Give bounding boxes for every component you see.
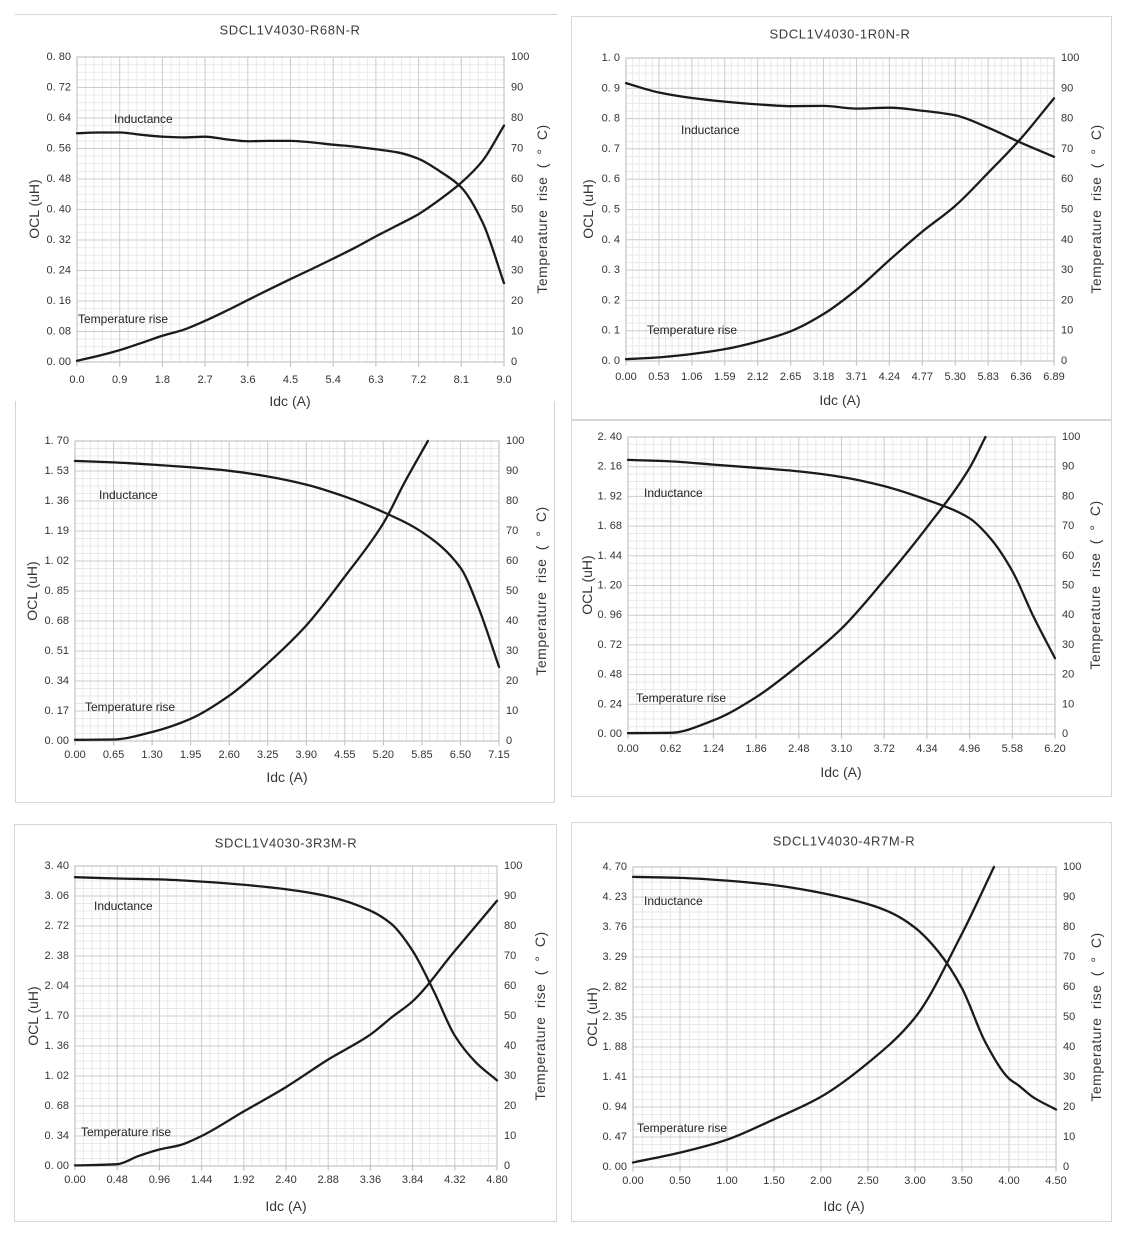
chart-panel-6 (571, 822, 1112, 1222)
chart-panel-2 (571, 16, 1112, 420)
chart-panel-1 (15, 14, 557, 420)
chart-panel-3 (15, 401, 555, 803)
chart-panel-5 (14, 824, 557, 1222)
chart-panel-4 (571, 420, 1112, 797)
